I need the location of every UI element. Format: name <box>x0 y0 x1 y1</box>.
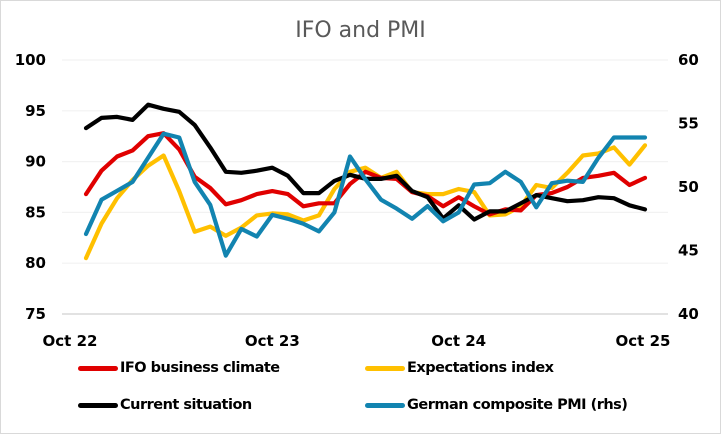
legend-label: Current situation <box>120 397 252 413</box>
y-tick-label-right: 50 <box>678 178 699 196</box>
legend-swatch-black <box>78 402 118 408</box>
series-line-german-composite-pmi-rhs <box>83 131 648 258</box>
y-axis-left-ticks: 75 80 85 90 95 100 <box>15 51 46 323</box>
y-tick-label-right: 60 <box>678 51 699 69</box>
gridlines <box>62 59 668 315</box>
legend-label: Expectations index <box>407 360 554 376</box>
series-lines <box>83 102 648 261</box>
x-tick-label: Oct 25 <box>616 332 671 350</box>
legend-label: IFO business climate <box>120 360 280 376</box>
y-tick-label-right: 45 <box>678 242 699 260</box>
x-tick-label: Oct 22 <box>43 332 98 350</box>
y-tick-label-left: 85 <box>25 203 46 221</box>
chart-title: IFO and PMI <box>295 18 426 43</box>
legend-swatch-yellow <box>365 365 405 371</box>
y-tick-label-left: 75 <box>25 305 46 323</box>
y-tick-label-right: 40 <box>678 305 699 323</box>
y-tick-label-left: 95 <box>25 102 46 120</box>
y-tick-label-left: 80 <box>25 254 46 272</box>
y-axis-right-ticks: 40 45 50 55 60 <box>678 51 699 323</box>
legend-item-expectations-index: Expectations index <box>365 360 554 376</box>
legend-item-ifo-business-climate: IFO business climate <box>78 360 280 376</box>
y-tick-label-left: 100 <box>15 51 46 69</box>
series-line-expectations-index <box>83 143 648 261</box>
y-tick-label-right: 55 <box>678 115 699 133</box>
legend-item-current-situation: Current situation <box>78 397 252 413</box>
x-tick-label: Oct 23 <box>245 332 300 350</box>
series-line-ifo-business-climate <box>83 131 648 217</box>
legend-label: German composite PMI (rhs) <box>407 397 628 413</box>
y-tick-label-left: 90 <box>25 153 46 171</box>
x-axis-ticks: Oct 22 Oct 23 Oct 24 Oct 25 <box>43 332 671 350</box>
legend-item-german-composite-pmi: German composite PMI (rhs) <box>365 397 628 413</box>
legend-swatch-red <box>78 365 118 371</box>
legend-swatch-blue <box>365 402 405 408</box>
x-tick-label: Oct 24 <box>431 332 486 350</box>
